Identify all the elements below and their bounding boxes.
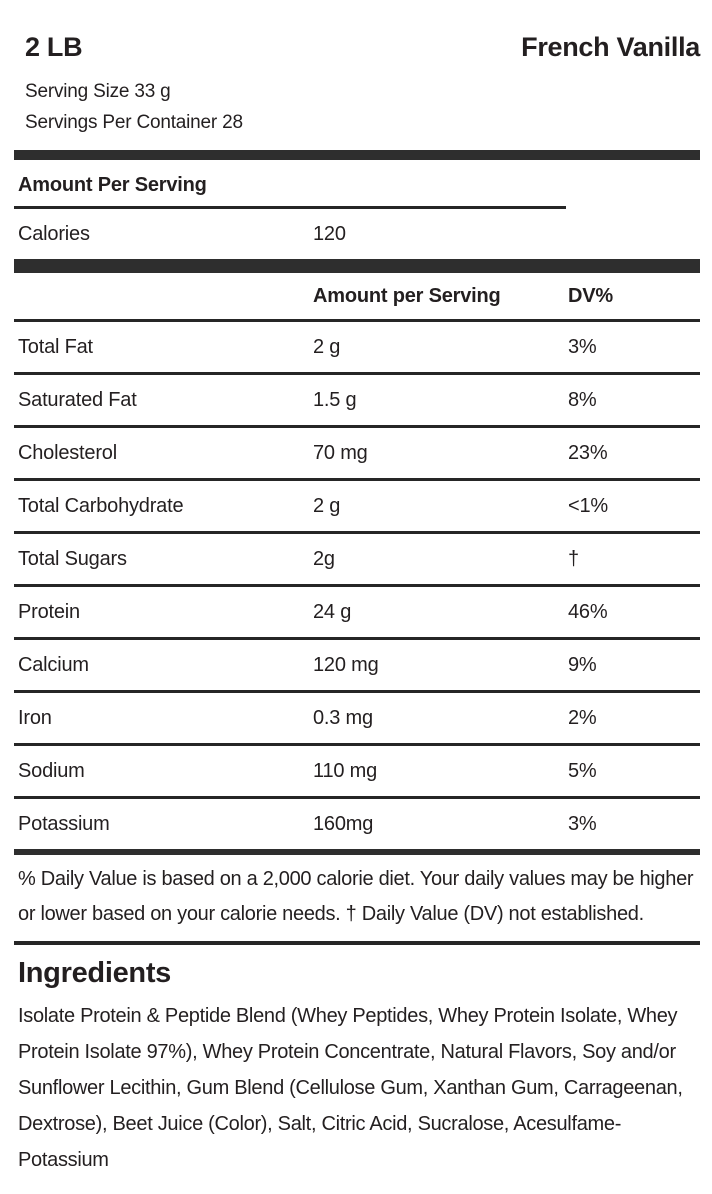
daily-value-footnote: % Daily Value is based on a 2,000 calori… [18,868,694,925]
nutrient-amount: 120 mg [313,653,379,676]
servings-per-container: Servings Per Container 28 [25,112,243,133]
nutrient-amount: 1.5 g [313,388,357,411]
nutrient-dv: 3% [568,335,597,358]
divider-line-ingredients [14,941,700,945]
amount-per-serving-heading: Amount Per Serving [18,174,207,196]
nutrition-label: 2 LB French Vanilla Serving Size 33 g Se… [14,0,700,1178]
nutrient-dv: † [568,547,579,570]
divider-bar-top [14,150,700,160]
nutrient-dv: 23% [568,441,608,464]
nutrient-amount: 70 mg [313,441,368,464]
table-row: Protein 24 g 46% [14,587,700,640]
table-row: Total Fat 2 g 3% [14,322,700,375]
column-header-amount: Amount per Serving [313,284,501,307]
serving-size: Serving Size 33 g [25,81,171,102]
table-row: Total Sugars 2g † [14,534,700,587]
serving-info: Serving Size 33 g Servings Per Container… [14,76,700,138]
nutrient-amount: 24 g [313,600,352,623]
table-row: Cholesterol 70 mg 23% [14,428,700,481]
nutrient-label: Protein [18,600,80,623]
flavor-name: French Vanilla [521,32,700,62]
nutrient-amount: 110 mg [313,759,378,782]
table-row: Sodium 110 mg 5% [14,746,700,799]
nutrient-amount: 2 g [313,494,341,517]
nutrition-table-header: Amount per Serving DV% [14,273,700,322]
nutrient-dv: 8% [568,388,597,411]
nutrient-dv: <1% [568,494,608,517]
table-row: Calcium 120 mg 9% [14,640,700,693]
nutrient-amount: 160mg [313,812,374,835]
calories-label: Calories [18,222,90,245]
label-header: 2 LB French Vanilla [14,0,700,63]
nutrient-amount: 0.3 mg [313,706,373,729]
nutrient-dv: 3% [568,812,597,835]
package-size: 2 LB [25,32,83,62]
table-row: Potassium 160mg 3% [14,799,700,849]
nutrient-dv: 2% [568,706,597,729]
nutrient-amount: 2 g [313,335,341,358]
nutrient-label: Total Sugars [18,547,127,570]
ingredients-text: Isolate Protein & Peptide Blend (Whey Pe… [18,1005,683,1171]
nutrient-label: Total Carbohydrate [18,494,184,517]
nutrient-label: Sodium [18,759,85,782]
table-row: Total Carbohydrate 2 g <1% [14,481,700,534]
nutrient-label: Potassium [18,812,110,835]
nutrient-label: Iron [18,706,52,729]
nutrient-label: Calcium [18,653,89,676]
nutrition-table: Total Fat 2 g 3% Saturated Fat 1.5 g 8% … [14,322,700,849]
column-header-dv: DV% [568,284,613,307]
nutrient-label: Cholesterol [18,441,117,464]
ingredients-heading: Ingredients [18,957,171,989]
divider-bar-bottom [14,849,700,855]
nutrient-dv: 9% [568,653,597,676]
calories-value: 120 [313,222,346,245]
table-row: Saturated Fat 1.5 g 8% [14,375,700,428]
nutrient-amount: 2g [313,547,335,570]
nutrient-label: Saturated Fat [18,388,137,411]
nutrient-dv: 5% [568,759,597,782]
nutrient-dv: 46% [568,600,608,623]
table-row: Iron 0.3 mg 2% [14,693,700,746]
divider-line-short [14,206,566,209]
nutrient-label: Total Fat [18,335,93,358]
calories-row: Calories 120 [14,209,700,259]
divider-bar-mid [14,259,700,273]
